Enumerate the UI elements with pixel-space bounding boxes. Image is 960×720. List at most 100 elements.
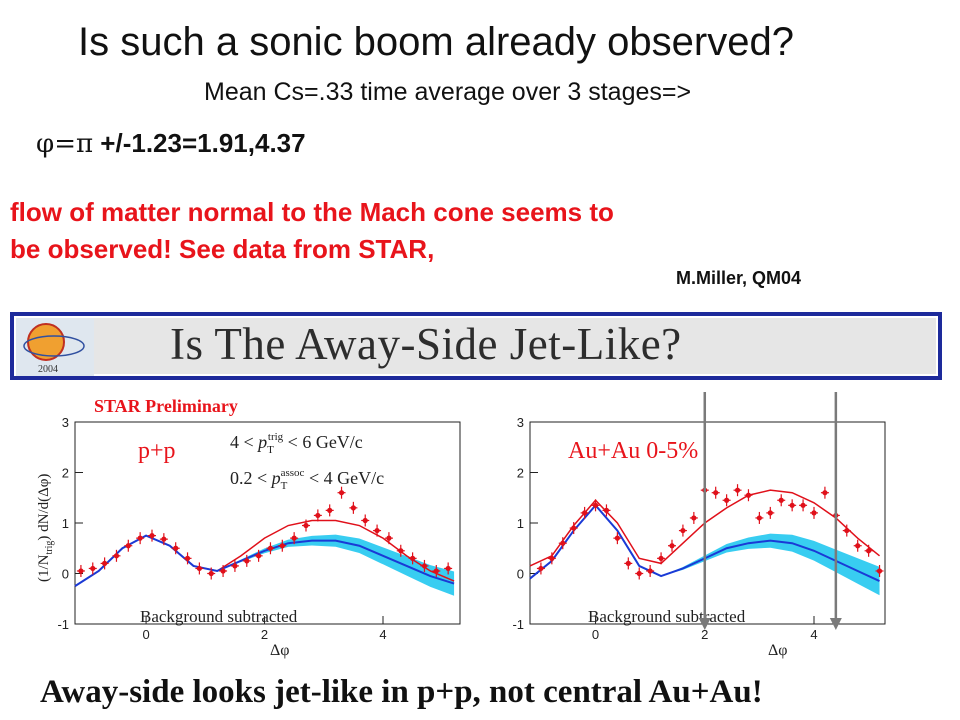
data-point	[137, 535, 143, 541]
star-preliminary-label: STAR Preliminary	[94, 396, 238, 416]
data-point	[625, 560, 631, 566]
data-point	[822, 490, 828, 496]
data-point	[592, 502, 599, 508]
flow-text-line-2: be observed! See data from STAR,	[10, 234, 435, 264]
conference-logo: 2004	[16, 318, 94, 376]
data-point	[267, 545, 274, 551]
data-point	[778, 497, 784, 503]
banner-title: Is The Away-Side Jet-Like?	[170, 319, 682, 369]
data-point	[658, 555, 664, 561]
chart-pp: STAR Preliminary p+p 4 < pTtrig < 6 GeV/…	[30, 392, 461, 667]
data-point	[647, 568, 653, 574]
y-tick-label: 2	[62, 466, 69, 481]
x-axis-label-auau: Δφ	[768, 642, 788, 659]
data-point	[244, 558, 250, 564]
data-point	[327, 507, 333, 513]
data-point	[691, 515, 697, 521]
data-point	[603, 507, 610, 513]
phi-values: +/-1.23=1.91,4.37	[93, 128, 306, 158]
credit-text: M.Miller, QM04	[676, 268, 802, 288]
data-point	[90, 565, 96, 572]
arrow-head	[829, 618, 842, 630]
slide-title: Is such a sonic boom already observed?	[78, 20, 794, 64]
data-point	[734, 487, 741, 493]
y-axis-label: (1/Ntrig) dN/d(Δφ)	[36, 474, 55, 582]
data-point	[811, 510, 817, 516]
data-point	[549, 555, 555, 561]
data-point	[102, 560, 108, 566]
data-point	[669, 543, 675, 549]
data-point	[256, 553, 262, 559]
data-point	[315, 512, 321, 519]
phi-symbols: φ=π	[36, 129, 94, 159]
data-point	[303, 522, 309, 529]
data-point	[767, 510, 773, 516]
data-point	[724, 497, 730, 503]
y-tick-label: 2	[517, 466, 524, 481]
data-point	[232, 563, 238, 569]
data-point	[745, 492, 752, 498]
x-tick-label: 2	[701, 627, 708, 642]
y-tick-label: 0	[62, 567, 69, 582]
trig-cut-label: 4 < pTtrig < 6 GeV/c	[230, 431, 363, 456]
data-point	[756, 515, 762, 521]
data-point	[636, 570, 642, 577]
data-point	[876, 568, 883, 574]
data-point	[113, 553, 120, 559]
data-point	[161, 536, 167, 542]
data-point	[78, 568, 84, 574]
data-point	[374, 527, 380, 534]
footer-caption: Away-side looks jet-like in p+p, not cen…	[40, 674, 763, 710]
data-point	[410, 555, 416, 561]
data-point	[386, 535, 392, 541]
data-point	[220, 568, 226, 574]
data-point	[208, 570, 214, 577]
data-point	[362, 517, 368, 524]
data-point	[149, 533, 155, 539]
data-point	[680, 527, 686, 534]
x-tick-label: 0	[592, 627, 599, 642]
data-point	[398, 548, 404, 554]
charts-area: STAR Preliminary p+p 4 < pTtrig < 6 GeV/…	[30, 392, 886, 667]
data-point	[173, 545, 179, 551]
x-tick-label: 2	[261, 627, 268, 642]
data-point	[291, 535, 297, 541]
data-point	[538, 565, 544, 572]
data-point	[421, 563, 428, 569]
data-point	[855, 543, 861, 549]
system-label-auau: Au+Au 0-5%	[568, 438, 698, 464]
data-point	[713, 490, 719, 496]
systematic-band	[661, 533, 880, 596]
phi-formula: φ=π +/-1.23=1.91,4.37	[36, 128, 306, 159]
y-tick-label: 3	[62, 415, 69, 430]
chart-auau: Au+Au 0-5% Background subtracted Δφ -1 0 1…	[512, 392, 886, 659]
y-tick-label: -1	[57, 617, 69, 632]
footnote-auau: Background subtracted	[588, 607, 746, 626]
x-tick-label: 0	[142, 627, 149, 642]
data-point	[184, 555, 191, 561]
data-point	[866, 548, 872, 554]
data-point	[800, 502, 806, 508]
y-tick-label: 1	[517, 516, 524, 531]
data-point	[614, 535, 620, 541]
arrow-head	[698, 618, 711, 630]
data-point	[571, 525, 577, 531]
data-point	[789, 502, 795, 508]
data-point	[350, 505, 356, 511]
x-tick-label: 4	[379, 627, 386, 642]
y-tick-label: -1	[512, 617, 524, 632]
data-point	[582, 510, 588, 516]
data-point	[844, 527, 850, 534]
logo-year: 2004	[38, 364, 58, 375]
footnote-pp: Background subtracted	[140, 607, 298, 626]
y-tick-label: 1	[62, 516, 69, 531]
data-point	[125, 543, 131, 549]
x-axis-label-pp: Δφ	[270, 642, 290, 659]
systematic-band	[217, 534, 455, 596]
y-tick-label: 0	[517, 567, 524, 582]
assoc-cut-label: 0.2 < pTassoc < 4 GeV/c	[230, 467, 384, 492]
data-point	[338, 490, 345, 496]
data-point	[560, 540, 566, 546]
data-point	[433, 568, 439, 574]
system-label-pp: p+p	[138, 438, 176, 464]
